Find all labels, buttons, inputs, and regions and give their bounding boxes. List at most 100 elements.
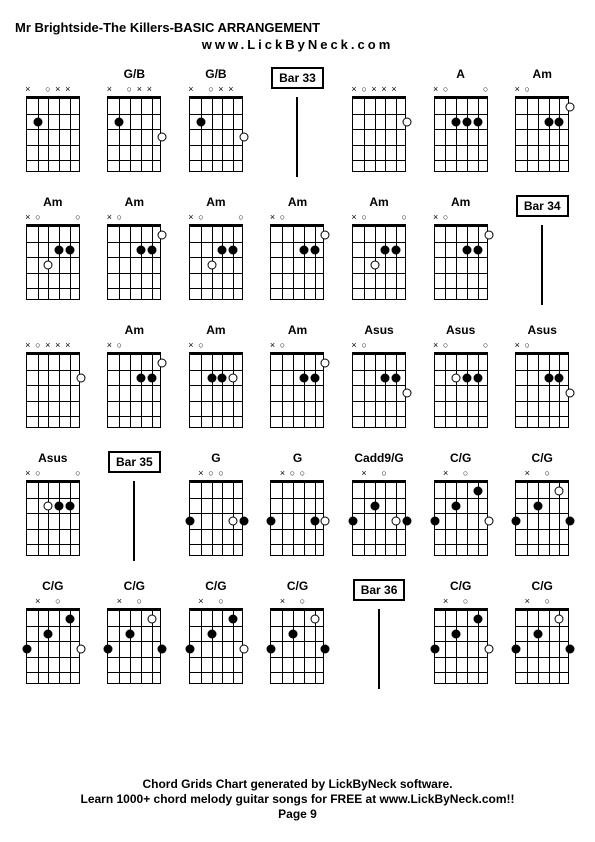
empty-marker — [227, 469, 235, 479]
fretboard — [434, 96, 488, 172]
fretboard — [352, 96, 406, 172]
fret-line — [108, 288, 160, 289]
string-line — [282, 227, 283, 299]
finger-dot — [463, 245, 472, 254]
fret-line — [353, 242, 405, 243]
fret-line — [190, 657, 242, 658]
nut-markers: ×○ — [103, 341, 165, 351]
string-line — [222, 611, 223, 683]
nut-markers: ×○○ — [22, 213, 84, 223]
chord-cell: Asus×○○ — [423, 323, 499, 443]
mute-marker: × — [115, 597, 123, 607]
chord-name-label: G/B — [205, 67, 226, 83]
chord-cell: Cadd9/G×○ — [341, 451, 417, 571]
string-line — [396, 99, 397, 171]
string-line — [141, 99, 142, 171]
open-marker: ○ — [217, 597, 225, 607]
finger-dot — [185, 517, 194, 526]
nut-markers: ×○××× — [22, 341, 84, 351]
finger-dot-open — [158, 358, 167, 367]
mute-marker: × — [513, 85, 521, 95]
fret-line — [190, 672, 242, 673]
string-line — [201, 227, 202, 299]
empty-marker — [237, 469, 245, 479]
string-line — [48, 611, 49, 683]
empty-marker — [187, 469, 195, 479]
empty-marker — [543, 85, 551, 95]
string-line — [48, 483, 49, 555]
string-line — [396, 227, 397, 299]
open-marker: ○ — [543, 597, 551, 607]
fret-line — [516, 498, 568, 499]
nut-markers: ×○ — [103, 597, 165, 607]
chord-diagram: ×○ — [430, 213, 492, 303]
fretboard — [434, 480, 488, 556]
string-line — [59, 355, 60, 427]
empty-marker — [44, 469, 52, 479]
finger-dot-open — [484, 645, 493, 654]
string-line — [478, 355, 479, 427]
finger-dot-open — [229, 517, 238, 526]
mute-marker: × — [350, 341, 358, 351]
bar-label: Bar 33 — [271, 67, 324, 89]
empty-marker — [318, 341, 326, 351]
finger-dot — [533, 629, 542, 638]
bar-marker-cell: Bar 34 — [504, 195, 580, 315]
empty-marker — [370, 341, 378, 351]
fretboard — [107, 352, 161, 428]
chord-name-label: C/G — [532, 579, 553, 595]
chord-name-label: Am — [125, 195, 144, 211]
open-marker: ○ — [278, 213, 286, 223]
finger-dot-open — [207, 261, 216, 270]
empty-marker — [390, 213, 398, 223]
mute-marker: × — [187, 341, 195, 351]
empty-marker — [400, 469, 408, 479]
string-line — [222, 227, 223, 299]
fret-line — [27, 401, 79, 402]
empty-marker — [135, 341, 143, 351]
nut-markers: ×○ — [266, 213, 328, 223]
chord-diagram: ×○ — [22, 597, 84, 687]
nut-markers: ×○ — [22, 597, 84, 607]
open-marker: ○ — [298, 597, 306, 607]
finger-dot — [299, 373, 308, 382]
fret-line — [108, 242, 160, 243]
mute-marker: × — [268, 213, 276, 223]
string-line — [467, 99, 468, 171]
string-line — [385, 227, 386, 299]
finger-dot — [196, 117, 205, 126]
string-line — [141, 611, 142, 683]
open-marker: ○ — [360, 85, 368, 95]
string-line — [315, 227, 316, 299]
empty-marker — [54, 469, 62, 479]
nut-markers: ×○○ — [430, 85, 492, 95]
fret-line — [435, 370, 487, 371]
string-line — [201, 611, 202, 683]
fret-line — [108, 160, 160, 161]
empty-marker — [318, 597, 326, 607]
string-line — [445, 483, 446, 555]
fretboard — [352, 224, 406, 300]
chord-diagram: ×○ — [511, 597, 573, 687]
finger-dot-open — [370, 261, 379, 270]
string-line — [456, 355, 457, 427]
empty-marker — [472, 597, 480, 607]
finger-dot-open — [44, 501, 53, 510]
finger-dot-open — [555, 486, 564, 495]
string-line — [70, 99, 71, 171]
finger-dot — [229, 245, 238, 254]
fret-line — [353, 160, 405, 161]
finger-dot — [473, 614, 482, 623]
fret-line — [190, 129, 242, 130]
open-marker: ○ — [74, 213, 82, 223]
string-line — [282, 355, 283, 427]
finger-dot — [33, 117, 42, 126]
fret-line — [190, 257, 242, 258]
string-line — [59, 483, 60, 555]
string-line — [59, 611, 60, 683]
chord-diagram: ×○××× — [22, 341, 84, 431]
finger-dot — [463, 373, 472, 382]
finger-dot — [403, 517, 412, 526]
fret-line — [271, 385, 323, 386]
finger-dot-open — [239, 133, 248, 142]
